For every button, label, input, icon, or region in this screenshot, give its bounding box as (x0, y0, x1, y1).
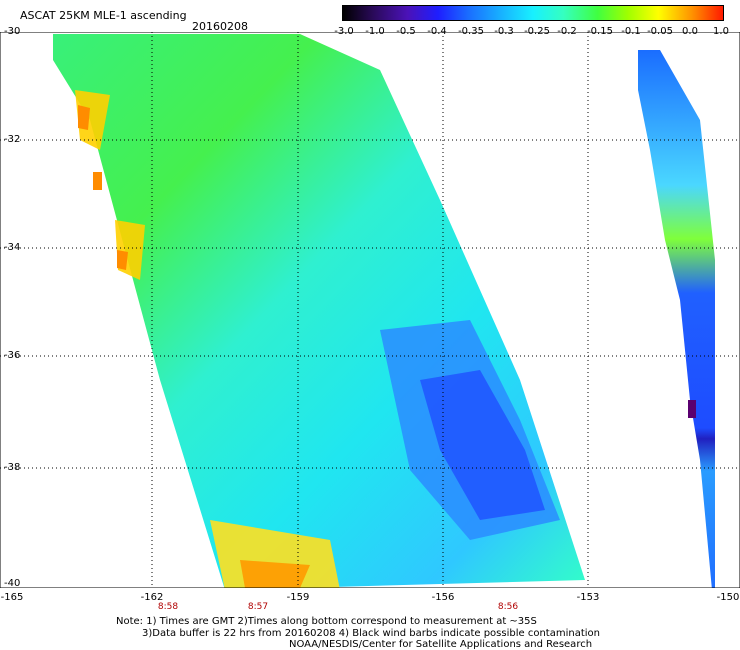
note-line-3: NOAA/NESDIS/Center for Satellite Applica… (289, 639, 593, 650)
note-line-1: Note: 1) Times are GMT 2)Times along bot… (116, 616, 537, 627)
left-edge-orange (93, 172, 102, 190)
time-label: 8:56 (497, 602, 519, 612)
left-edge-high (75, 90, 110, 150)
lat-label: -34 (4, 242, 21, 253)
lat-label: -40 (4, 578, 21, 589)
lon-label: -159 (286, 592, 310, 603)
time-label: 8:58 (157, 602, 179, 612)
low-value-core (420, 370, 545, 520)
wind-swath-map (0, 32, 740, 588)
lon-label: -165 (0, 592, 24, 603)
graticule (0, 32, 740, 588)
highest-value-core (240, 560, 310, 588)
lat-label: -30 (4, 26, 21, 37)
left-edge-high (115, 220, 145, 280)
right-swath-dark (688, 400, 696, 418)
lon-label: -150 (716, 592, 740, 603)
note-line-2: 3)Data buffer is 22 hrs from 20160208 4)… (142, 628, 600, 639)
lon-label: -162 (140, 592, 164, 603)
lon-label: -153 (576, 592, 600, 603)
colorbar (342, 5, 724, 21)
product-title: ASCAT 25KM MLE-1 ascending (20, 9, 187, 22)
lon-label: -156 (431, 592, 455, 603)
lat-label: -36 (4, 350, 21, 361)
left-edge-orange (78, 105, 90, 130)
lat-label: -38 (4, 462, 21, 473)
right-swath (638, 50, 715, 588)
product-date: 20160208 (192, 20, 248, 33)
time-label: 8:57 (247, 602, 269, 612)
lat-label: -32 (4, 134, 21, 145)
left-edge-orange (117, 250, 128, 270)
